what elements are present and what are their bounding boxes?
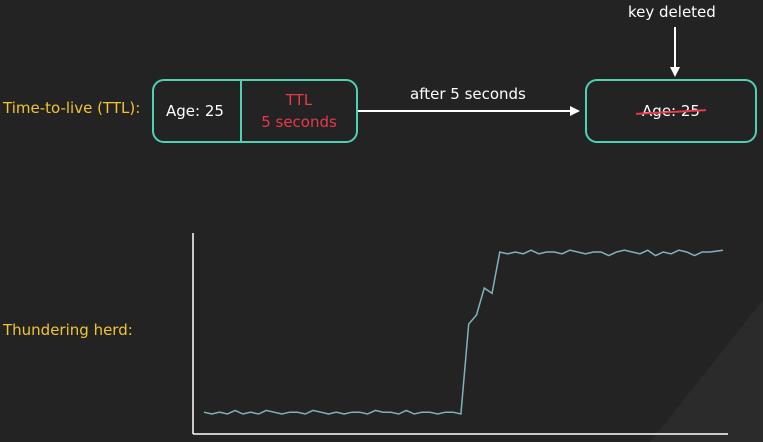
after-label: after 5 seconds [410, 85, 526, 103]
herd-row-label: Thundering herd: [3, 321, 133, 339]
series-line [203, 249, 724, 415]
deleted-entry-box: Age: 25 [585, 79, 757, 143]
cache-entry-box: Age: 25 TTL 5 seconds [152, 79, 358, 143]
deleted-age-value: Age: 25 [636, 81, 706, 141]
ttl-value: TTL 5 seconds [242, 89, 356, 133]
ttl-row-label: Time-to-live (TTL): [3, 99, 141, 117]
ttl-title: TTL [285, 91, 313, 109]
age-value: Age: 25 [166, 102, 224, 120]
key-deleted-label: key deleted [628, 3, 716, 21]
box-divider [240, 81, 242, 141]
ttl-duration: 5 seconds [261, 113, 337, 131]
